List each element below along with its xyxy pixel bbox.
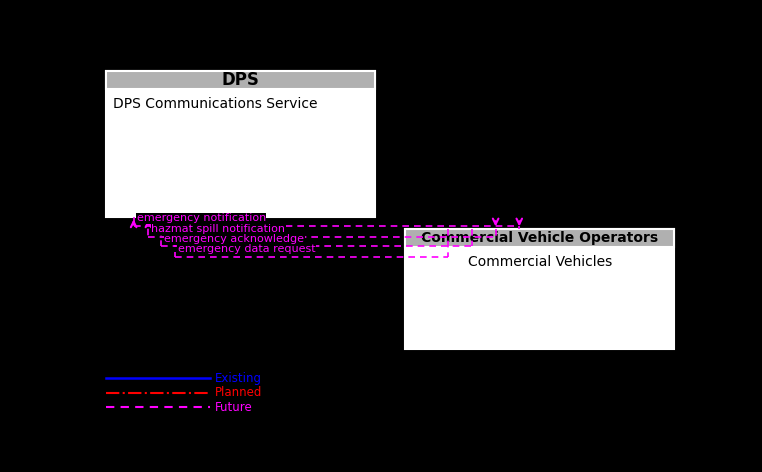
Text: DPS Communications Service: DPS Communications Service: [113, 97, 318, 110]
Text: Commercial Vehicle Operators: Commercial Vehicle Operators: [421, 231, 658, 245]
Bar: [405, 229, 674, 247]
Bar: [405, 247, 674, 349]
Bar: [106, 89, 375, 217]
Bar: [106, 71, 375, 217]
Text: emergency notification: emergency notification: [136, 213, 266, 223]
Text: hazmat spill notification: hazmat spill notification: [152, 224, 285, 235]
Text: Existing: Existing: [215, 372, 262, 385]
Text: DPS: DPS: [221, 71, 259, 89]
Text: Commercial Vehicles: Commercial Vehicles: [468, 255, 612, 269]
Text: emergency data request: emergency data request: [178, 244, 315, 254]
Text: emergency acknowledge: emergency acknowledge: [165, 234, 304, 244]
Bar: [106, 71, 375, 89]
Text: Future: Future: [215, 401, 253, 414]
Text: Planned: Planned: [215, 386, 262, 399]
Bar: [405, 229, 674, 349]
